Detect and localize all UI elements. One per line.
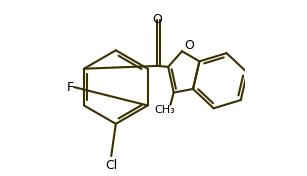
Text: F: F xyxy=(66,81,73,94)
Text: O: O xyxy=(185,39,194,52)
Text: O: O xyxy=(152,14,162,27)
Text: CH₃: CH₃ xyxy=(154,105,175,115)
Text: Cl: Cl xyxy=(105,159,117,172)
